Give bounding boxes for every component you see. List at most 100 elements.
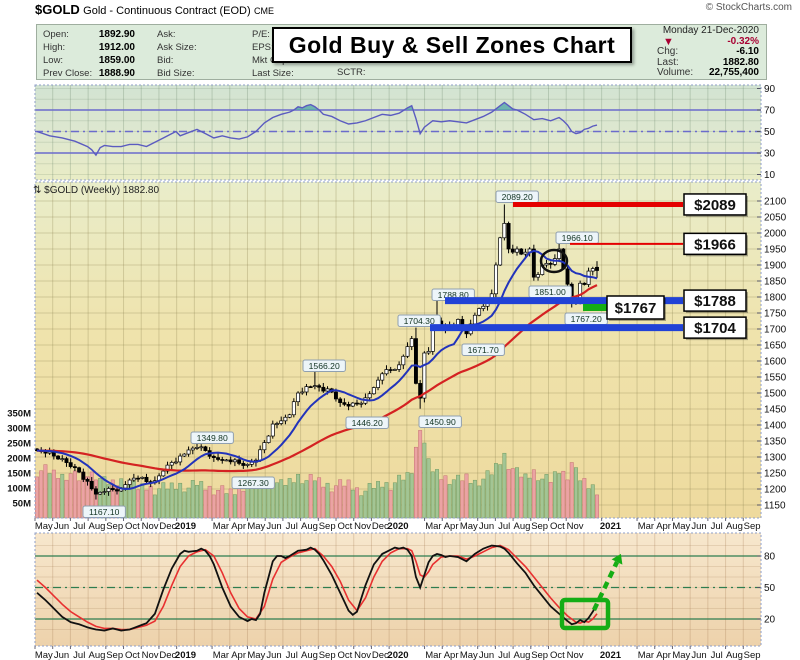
- callout-1167.10: [82, 505, 126, 518]
- svg-text:Oct: Oct: [550, 650, 565, 660]
- svg-text:Aug: Aug: [513, 650, 530, 660]
- chart-canvas: 90 70 50 30 10 2089.20 1966.10 1851.00 1788.80 17…: [7, 84, 787, 660]
- svg-text:150M: 150M: [7, 469, 31, 480]
- svg-text:2050: 2050: [764, 213, 787, 224]
- svg-text:350M: 350M: [7, 409, 31, 420]
- svg-text:1600: 1600: [764, 357, 787, 368]
- buy-sell-zones: $2089 $1966 $1788 $1704 $1767: [430, 193, 748, 341]
- svg-text:Aug: Aug: [89, 650, 106, 660]
- svg-text:1300: 1300: [764, 453, 787, 464]
- ticker-symbol: $GOLD: [35, 2, 80, 17]
- svg-text:50M: 50M: [13, 499, 32, 510]
- open-label: Open:: [43, 29, 69, 40]
- svg-text:Aug: Aug: [513, 521, 530, 532]
- svg-text:50: 50: [764, 127, 776, 138]
- svg-text:Jun: Jun: [479, 521, 494, 532]
- svg-text:1550: 1550: [764, 373, 787, 384]
- svg-text:Sep: Sep: [531, 650, 548, 660]
- svg-text:1966.10: 1966.10: [562, 233, 593, 243]
- price-callouts: 2089.20 1966.10 1851.00 1788.80 1767.20 1704.…: [82, 190, 608, 518]
- svg-text:Jun: Jun: [479, 650, 494, 660]
- zone-label-2089: [683, 193, 747, 216]
- svg-text:Nov: Nov: [354, 521, 371, 532]
- svg-text:Sep: Sep: [106, 650, 123, 660]
- svg-text:Jun: Jun: [691, 521, 706, 532]
- svg-text:Oct: Oct: [125, 521, 140, 532]
- pane-backgrounds: [35, 85, 761, 646]
- ma-fast-line: [36, 249, 598, 490]
- svg-text:Apr: Apr: [444, 650, 459, 660]
- buy-signal-annotation: [559, 553, 623, 631]
- svg-text:Jul: Jul: [73, 521, 85, 532]
- chart-title-overlay: Gold Buy & Sell Zones Chart: [272, 27, 632, 63]
- svg-text:Sep: Sep: [106, 521, 123, 532]
- copyright-text: © StockCharts.com: [705, 2, 792, 13]
- svg-text:100M: 100M: [7, 484, 31, 495]
- svg-text:May: May: [672, 650, 690, 660]
- svg-text:2021: 2021: [600, 650, 622, 660]
- svg-text:May: May: [460, 650, 478, 660]
- svg-text:May: May: [672, 521, 690, 532]
- zone-label-1966: [683, 232, 747, 256]
- svg-text:1767.20: 1767.20: [571, 314, 602, 324]
- svg-text:30: 30: [764, 149, 776, 160]
- callout-1446.20: [345, 416, 389, 429]
- svg-text:Jun: Jun: [691, 650, 706, 660]
- svg-text:Apr: Apr: [656, 650, 671, 660]
- svg-text:Jun: Jun: [54, 650, 69, 660]
- svg-text:80: 80: [764, 552, 776, 563]
- eps-label: EPS:: [252, 42, 274, 53]
- svg-text:Sep: Sep: [319, 650, 336, 660]
- svg-text:1450.90: 1450.90: [425, 417, 456, 427]
- svg-text:$1788: $1788: [694, 293, 736, 310]
- svg-text:1671.70: 1671.70: [468, 345, 499, 355]
- svg-text:2019: 2019: [175, 521, 196, 532]
- svg-text:Oct: Oct: [337, 650, 352, 660]
- svg-text:300M: 300M: [7, 424, 31, 435]
- svg-text:1200: 1200: [764, 485, 787, 496]
- callout-1450.90: [418, 415, 462, 428]
- zone-label-1704: [683, 316, 747, 339]
- chg-value: -6.10: [736, 46, 759, 58]
- svg-text:Jul: Jul: [286, 650, 298, 660]
- svg-text:Apr: Apr: [231, 650, 246, 660]
- rsi-pane: 90 70 50 30 10: [35, 84, 776, 181]
- bid-label: Bid:: [157, 55, 174, 66]
- last-label: Last:: [657, 56, 679, 68]
- change-block: Monday 21-Dec-2020 ▼ -0.32% Chg: -6.10 Las…: [657, 25, 759, 79]
- low-value: 1859.00: [98, 55, 135, 66]
- svg-text:1700: 1700: [764, 325, 787, 336]
- svg-text:90: 90: [764, 84, 776, 95]
- chg-label: Chg:: [657, 46, 679, 58]
- high-label: High:: [43, 42, 66, 53]
- svg-text:1446.20: 1446.20: [352, 418, 383, 428]
- svg-text:Jul: Jul: [286, 521, 298, 532]
- pct-change-value: -0.32%: [727, 35, 759, 47]
- svg-text:Oct: Oct: [337, 521, 352, 532]
- svg-text:Mar: Mar: [425, 521, 441, 532]
- stochastic-buy-box: [559, 597, 611, 631]
- quote-col-ohlc: Open: 1892.90 High: 1912.00 Low: 1859.00 Pr…: [43, 28, 135, 80]
- svg-text:20: 20: [764, 615, 776, 626]
- svg-text:2000: 2000: [764, 229, 787, 240]
- pe-label: P/E:: [252, 29, 270, 40]
- bidsize-label: Bid Size:: [157, 68, 195, 79]
- prevclose-label: Prev Close:: [43, 68, 93, 79]
- svg-text:2021: 2021: [600, 521, 622, 532]
- svg-text:1850: 1850: [764, 277, 787, 288]
- sctr-label: SCTR:: [337, 67, 366, 78]
- callout-1566.20: [302, 359, 346, 372]
- svg-text:1450: 1450: [764, 405, 787, 416]
- svg-text:$1966: $1966: [694, 236, 736, 253]
- svg-text:Apr: Apr: [656, 521, 671, 532]
- quote-col-bidask: Ask: Ask Size: Bid: Bid Size:: [157, 28, 237, 80]
- svg-text:1167.10: 1167.10: [89, 507, 120, 517]
- open-value: 1892.90: [98, 29, 135, 40]
- svg-text:Nov: Nov: [567, 650, 584, 660]
- svg-text:Nov: Nov: [567, 521, 584, 532]
- svg-text:250M: 250M: [7, 439, 31, 450]
- svg-text:1704.30: 1704.30: [404, 316, 435, 326]
- svg-text:Jul: Jul: [711, 650, 723, 660]
- svg-text:Dec: Dec: [372, 650, 389, 660]
- svg-text:1250: 1250: [764, 469, 787, 480]
